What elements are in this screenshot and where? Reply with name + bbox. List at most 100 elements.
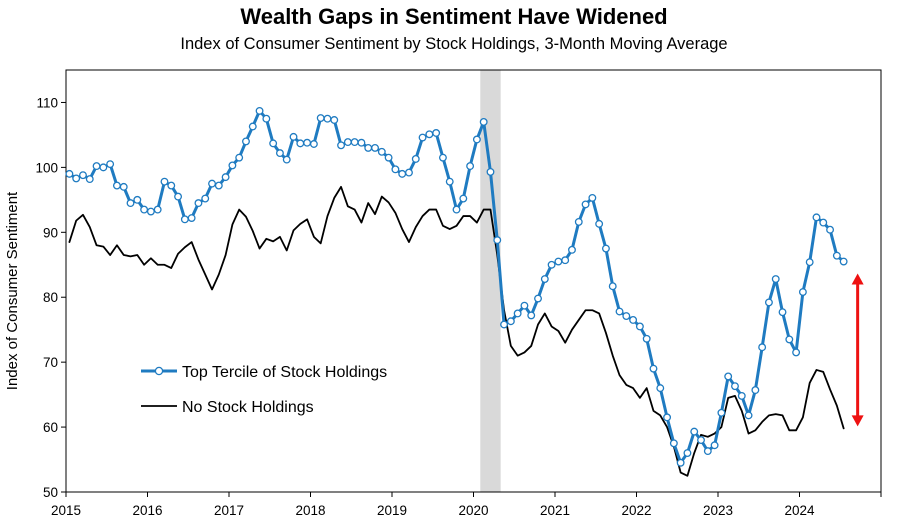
data-point bbox=[798, 288, 807, 296]
data-point bbox=[792, 348, 801, 357]
chart-subtitle: Index of Consumer Sentiment by Stock Hol… bbox=[180, 35, 727, 53]
data-point bbox=[724, 372, 733, 381]
data-point bbox=[364, 143, 373, 152]
data-point bbox=[275, 149, 284, 158]
data-point bbox=[703, 447, 712, 456]
gap-arrow-head-top bbox=[851, 273, 864, 285]
data-point bbox=[819, 218, 828, 227]
x-tick-label: 2016 bbox=[132, 503, 162, 518]
data-point bbox=[405, 168, 413, 177]
data-point bbox=[642, 334, 651, 343]
data-point bbox=[826, 225, 835, 234]
data-point bbox=[377, 147, 386, 156]
axes bbox=[61, 69, 882, 497]
data-point bbox=[167, 181, 176, 190]
data-point bbox=[235, 153, 244, 162]
data-point bbox=[262, 114, 271, 123]
data-point bbox=[717, 408, 726, 417]
data-point bbox=[812, 213, 821, 222]
data-point bbox=[459, 194, 468, 203]
y-tick-label: 70 bbox=[43, 355, 58, 370]
data-point bbox=[832, 251, 841, 260]
data-point bbox=[771, 275, 780, 284]
x-tick-label: 2015 bbox=[51, 503, 81, 518]
series-lines bbox=[67, 109, 846, 477]
data-point bbox=[669, 439, 678, 448]
data-point bbox=[330, 116, 339, 124]
shaded-period-band bbox=[480, 70, 501, 492]
data-point bbox=[540, 275, 549, 284]
data-point bbox=[622, 312, 631, 321]
data-point bbox=[194, 199, 203, 208]
data-point bbox=[316, 114, 325, 122]
series-line-1 bbox=[68, 185, 845, 477]
data-point bbox=[744, 411, 753, 420]
data-point bbox=[160, 177, 169, 186]
data-point bbox=[228, 161, 237, 170]
data-point bbox=[500, 320, 509, 329]
data-point bbox=[99, 163, 108, 172]
data-point bbox=[221, 173, 230, 182]
data-point bbox=[513, 309, 522, 318]
data-point bbox=[608, 282, 617, 291]
legend-marker-top-tercile bbox=[154, 366, 164, 376]
y-tick-label: 90 bbox=[43, 225, 58, 240]
data-point bbox=[751, 386, 760, 395]
data-point bbox=[119, 182, 128, 191]
data-point bbox=[398, 169, 407, 178]
data-point bbox=[690, 427, 699, 436]
data-point bbox=[527, 311, 536, 320]
data-point bbox=[187, 214, 196, 222]
plot-frame bbox=[65, 69, 882, 493]
data-point bbox=[839, 257, 848, 266]
y-tick-label: 50 bbox=[43, 485, 58, 500]
x-tick-label: 2020 bbox=[458, 503, 488, 518]
series-markers bbox=[65, 106, 848, 467]
data-point bbox=[214, 181, 223, 190]
data-point bbox=[635, 322, 644, 331]
data-point bbox=[384, 153, 393, 162]
data-point bbox=[472, 135, 481, 144]
data-point bbox=[676, 458, 685, 467]
data-point bbox=[683, 449, 692, 457]
data-point bbox=[493, 236, 502, 245]
data-point bbox=[520, 301, 529, 310]
chart-title: Wealth Gaps in Sentiment Have Widened bbox=[240, 4, 667, 29]
data-point bbox=[615, 307, 624, 316]
data-point bbox=[778, 308, 787, 317]
legend: Top Tercile of Stock Holdings No Stock H… bbox=[141, 364, 387, 416]
data-point bbox=[269, 139, 278, 148]
data-point bbox=[425, 130, 434, 139]
data-point bbox=[649, 364, 658, 373]
data-point bbox=[656, 384, 665, 393]
data-point bbox=[255, 106, 264, 115]
y-tick-label: 80 bbox=[43, 290, 58, 305]
data-point bbox=[697, 436, 705, 445]
data-point bbox=[180, 215, 189, 224]
data-point bbox=[445, 177, 454, 186]
legend-label-no-stock: No Stock Holdings bbox=[182, 399, 314, 416]
data-point bbox=[85, 175, 94, 184]
data-point bbox=[371, 143, 379, 152]
data-point bbox=[595, 219, 604, 228]
data-point bbox=[547, 260, 556, 269]
data-point bbox=[174, 192, 183, 201]
data-point bbox=[208, 179, 216, 188]
x-tick-label: 2023 bbox=[703, 503, 733, 518]
data-point bbox=[242, 137, 250, 146]
data-point bbox=[411, 154, 420, 163]
data-point bbox=[357, 138, 366, 147]
data-point bbox=[588, 193, 597, 202]
y-tick-label: 110 bbox=[36, 95, 58, 110]
data-point bbox=[438, 153, 447, 162]
x-tick-labels: 2015 2016 2017 2018 2019 2020 2021 2022 2023 2024 bbox=[51, 503, 815, 518]
data-point bbox=[479, 117, 488, 126]
data-point bbox=[153, 205, 162, 214]
data-point bbox=[758, 343, 767, 352]
data-point bbox=[432, 129, 441, 137]
data-point bbox=[466, 162, 475, 171]
data-point bbox=[785, 335, 794, 344]
data-point bbox=[323, 114, 332, 123]
data-point bbox=[601, 244, 610, 253]
